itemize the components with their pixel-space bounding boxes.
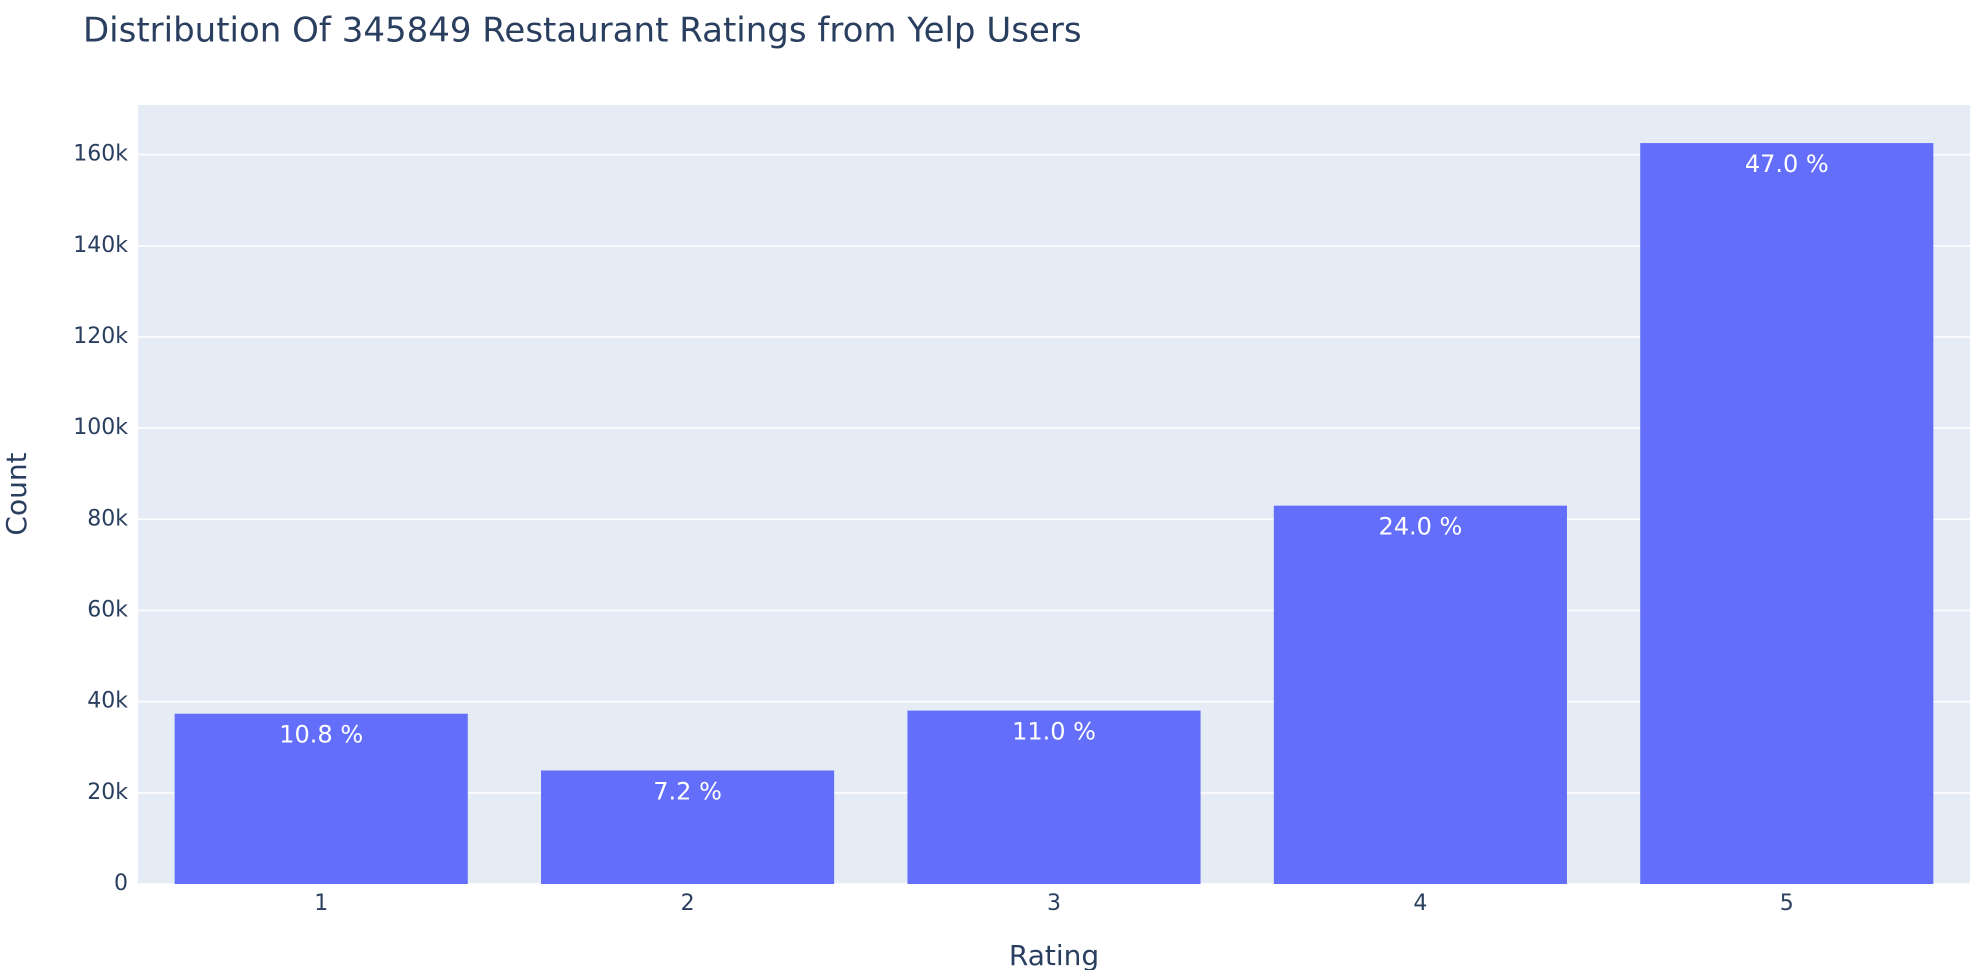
x-tick-label: 3 [1047,891,1061,916]
y-tick-label: 20k [87,780,128,805]
y-tick-label: 80k [87,506,128,531]
data-label: 10.8 % [279,721,363,749]
x-tick-label: 1 [314,891,328,916]
y-tick-label: 120k [73,324,128,349]
chart-title: Distribution Of 345849 Restaurant Rating… [83,11,1082,51]
bar [907,710,1201,884]
y-tick-label: 140k [73,233,128,258]
data-label: 47.0 % [1745,150,1829,178]
x-tick-label: 5 [1780,891,1794,916]
y-tick-label: 100k [73,415,128,440]
bar [541,770,835,884]
bar [174,713,468,884]
y-tick-label: 60k [87,598,128,623]
x-axis-title: Rating [1009,939,1099,970]
data-label: 7.2 % [653,777,722,805]
y-axis-title: Count [0,452,33,535]
bar [1640,143,1934,885]
x-tick-label: 2 [681,891,695,916]
y-tick-label: 0 [114,871,128,896]
y-tick-label: 160k [73,142,128,167]
x-tick-label: 4 [1413,891,1427,916]
data-label: 11.0 % [1012,718,1096,746]
y-tick-label: 40k [87,689,128,714]
bar [1273,505,1567,884]
data-label: 24.0 % [1378,513,1462,541]
